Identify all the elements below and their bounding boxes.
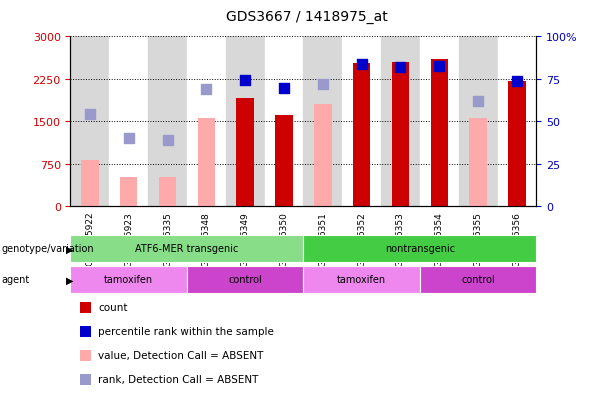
- Bar: [81, 160, 99, 206]
- Bar: [392, 63, 409, 206]
- Text: tamoxifen: tamoxifen: [337, 275, 386, 285]
- Bar: [226, 37, 265, 206]
- Bar: [381, 37, 420, 206]
- Bar: [459, 37, 498, 206]
- Bar: [420, 37, 459, 206]
- Text: nontransgenic: nontransgenic: [385, 244, 455, 254]
- Point: [318, 81, 328, 88]
- Text: agent: agent: [1, 275, 29, 285]
- Bar: [109, 37, 148, 206]
- Point: [512, 78, 522, 85]
- Point: [124, 135, 134, 142]
- Bar: [265, 37, 303, 206]
- Point: [435, 63, 444, 70]
- Text: control: control: [228, 275, 262, 285]
- Bar: [148, 37, 187, 206]
- Bar: [342, 37, 381, 206]
- Bar: [508, 82, 526, 206]
- Text: ▶: ▶: [66, 244, 74, 254]
- Text: count: count: [98, 303, 128, 313]
- Text: control: control: [461, 275, 495, 285]
- Text: ATF6-MER transgenic: ATF6-MER transgenic: [135, 244, 238, 254]
- Bar: [159, 177, 177, 206]
- Bar: [237, 99, 254, 206]
- Bar: [120, 177, 137, 206]
- Text: value, Detection Call = ABSENT: value, Detection Call = ABSENT: [98, 351, 264, 361]
- Text: GDS3667 / 1418975_at: GDS3667 / 1418975_at: [226, 10, 387, 24]
- Bar: [187, 37, 226, 206]
- Point: [395, 65, 405, 71]
- Text: ▶: ▶: [66, 275, 74, 285]
- Point: [473, 99, 483, 105]
- Bar: [430, 60, 448, 206]
- Point: [240, 78, 250, 85]
- Point: [202, 87, 211, 93]
- Text: rank, Detection Call = ABSENT: rank, Detection Call = ABSENT: [98, 375, 259, 385]
- Text: tamoxifen: tamoxifen: [104, 275, 153, 285]
- Bar: [353, 64, 370, 206]
- Point: [85, 112, 95, 119]
- Text: genotype/variation: genotype/variation: [1, 244, 94, 254]
- Bar: [498, 37, 536, 206]
- Point: [357, 62, 367, 68]
- Bar: [275, 116, 293, 206]
- Point: [279, 86, 289, 93]
- Bar: [314, 105, 332, 206]
- Bar: [197, 119, 215, 206]
- Bar: [70, 37, 109, 206]
- Bar: [303, 37, 342, 206]
- Text: percentile rank within the sample: percentile rank within the sample: [98, 327, 274, 337]
- Point: [162, 138, 172, 144]
- Bar: [470, 119, 487, 206]
